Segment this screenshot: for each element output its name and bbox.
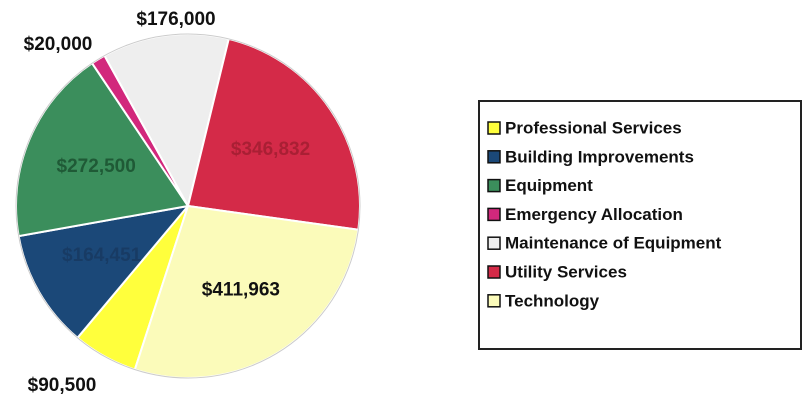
pie <box>15 33 361 379</box>
legend-swatch <box>487 150 501 164</box>
pie-outline <box>15 33 361 379</box>
legend-swatch <box>487 265 501 279</box>
data-label: $346,832 <box>231 139 310 160</box>
data-label: $176,000 <box>136 9 215 30</box>
legend: Professional Services Building Improvemen… <box>487 118 722 310</box>
legend-label: Technology <box>505 291 600 310</box>
data-label: $411,963 <box>202 280 280 301</box>
legend-label: Professional Services <box>505 118 682 137</box>
legend-swatch <box>487 121 501 135</box>
legend-box <box>478 100 802 350</box>
legend-swatch <box>487 294 501 308</box>
legend-swatch <box>487 236 501 250</box>
data-label: $90,500 <box>28 375 97 396</box>
legend-swatch <box>487 178 501 193</box>
legend-swatch <box>487 207 501 222</box>
legend-label: Maintenance of Equipment <box>505 234 722 253</box>
data-labels: $90,500 $164,451 $272,500 $20,000 $176,000 $3… <box>24 9 311 396</box>
data-label: $164,451 <box>62 245 142 266</box>
legend-label: Utility Services <box>505 262 627 281</box>
legend-label: Equipment <box>505 176 593 195</box>
legend-label: Building Improvements <box>505 147 694 166</box>
legend-label: Emergency Allocation <box>505 205 683 224</box>
data-label: $272,500 <box>57 156 136 177</box>
data-label: $20,000 <box>24 34 93 55</box>
